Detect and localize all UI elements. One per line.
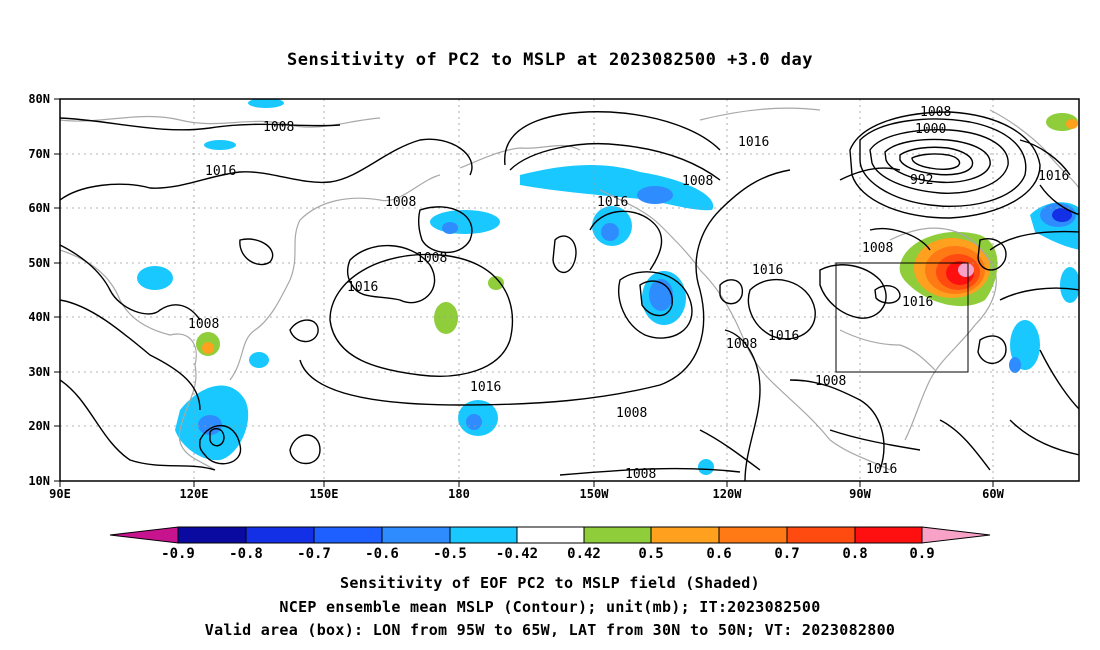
lat-label: 70N: [28, 147, 50, 161]
map-frame: [59, 98, 1080, 482]
contour-label: 1008: [625, 467, 656, 482]
colorbar-max-triangle: [921, 526, 991, 544]
colorbar-label: -0.42: [496, 546, 538, 562]
colorbar: -0.9 -0.8 -0.7 -0.6 -0.5 -0.42 0.42 0.5 …: [109, 526, 991, 562]
contour-label: 1016: [768, 329, 799, 344]
contour-label: 1000: [915, 122, 946, 137]
colorbar-label: 0.6: [706, 546, 731, 562]
lon-label: 180: [448, 487, 470, 501]
footer-line-2: NCEP ensemble mean MSLP (Contour); unit(…: [279, 598, 821, 616]
colorbar-swatch: [177, 526, 247, 544]
lon-label: 90E: [49, 487, 71, 501]
lat-label: 50N: [28, 256, 50, 270]
lat-label: 10N: [28, 474, 50, 488]
lon-label: 90W: [849, 487, 871, 501]
contour-label: 1016: [597, 195, 628, 210]
contour-label: 1016: [347, 280, 378, 295]
lat-label: 40N: [28, 310, 50, 324]
contour-label: 1008: [616, 406, 647, 421]
contour-label: 1016: [866, 462, 897, 477]
contour-label: 1008: [188, 317, 219, 332]
colorbar-label: -0.8: [229, 546, 263, 562]
valid-area-box: [835, 262, 969, 373]
contour-label: 1008: [920, 105, 951, 120]
colorbar-swatch: [449, 526, 518, 544]
lat-label: 20N: [28, 419, 50, 433]
colorbar-label: 0.9: [909, 546, 934, 562]
contour-label: 1016: [470, 380, 501, 395]
lon-label: 120W: [713, 487, 743, 501]
colorbar-swatch: [516, 526, 585, 544]
colorbar-swatch: [381, 526, 451, 544]
colorbar-swatch: [854, 526, 923, 544]
colorbar-label: 0.7: [774, 546, 799, 562]
contour-label: 1016: [738, 135, 769, 150]
contour-labels: 1008 1016 1008 1016 1008 1016 1008 1008 …: [188, 105, 1069, 482]
lon-label: 60W: [982, 487, 1004, 501]
lat-lon-grid: [60, 99, 1079, 481]
colorbar-swatch: [650, 526, 720, 544]
latitude-labels: 80N 70N 60N 50N 40N 30N 20N 10N: [28, 92, 50, 488]
contour-label: 1008: [862, 241, 893, 256]
longitude-labels: 90E 120E 150E 180 150W 120W 90W 60W: [49, 487, 1004, 501]
positive-sensitivity-shading: [196, 113, 1078, 356]
contour-label: 992: [910, 173, 933, 188]
footer-line-3: Valid area (box): LON from 95W to 65W, L…: [204, 621, 896, 639]
contour-label: 1008: [385, 195, 416, 210]
colorbar-label: 0.5: [638, 546, 663, 562]
negative-sensitivity-shading: [137, 99, 1079, 475]
colorbar-min-triangle: [109, 526, 179, 544]
colorbar-label: -0.9: [161, 546, 195, 562]
colorbar-swatch: [583, 526, 652, 544]
colorbar-swatch: [313, 526, 383, 544]
page-title: Sensitivity of PC2 to MSLP at 2023082500…: [286, 50, 813, 70]
colorbar-swatch: [786, 526, 856, 544]
colorbar-label: -0.5: [433, 546, 467, 562]
lon-label: 150W: [580, 487, 610, 501]
contour-label: 1016: [1038, 169, 1069, 184]
footer-line-1: Sensitivity of EOF PC2 to MSLP field (Sh…: [340, 574, 760, 592]
contour-label: 1008: [726, 337, 757, 352]
axis-ticks: [54, 98, 994, 487]
contour-label: 1008: [263, 120, 294, 135]
lat-label: 80N: [28, 92, 50, 106]
colorbar-label: -0.6: [365, 546, 399, 562]
lon-label: 150E: [310, 487, 339, 501]
colorbar-label: 0.8: [842, 546, 867, 562]
contour-label: 1008: [815, 374, 846, 389]
lon-label: 120E: [180, 487, 209, 501]
contour-label: 1016: [902, 295, 933, 310]
contour-label: 1008: [682, 174, 713, 189]
lat-label: 60N: [28, 201, 50, 215]
map-area: 1008 1016 1008 1016 1008 1016 1008 1008 …: [60, 99, 1079, 482]
colorbar-swatch: [245, 526, 315, 544]
contour-label: 1016: [752, 263, 783, 278]
colorbar-swatch: [718, 526, 788, 544]
contour-label: 1016: [205, 164, 236, 179]
colorbar-label: -0.7: [297, 546, 331, 562]
mslp-contours: [60, 111, 1079, 481]
colorbar-label: 0.42: [567, 546, 601, 562]
contour-label: 1008: [416, 251, 447, 266]
lat-label: 30N: [28, 365, 50, 379]
